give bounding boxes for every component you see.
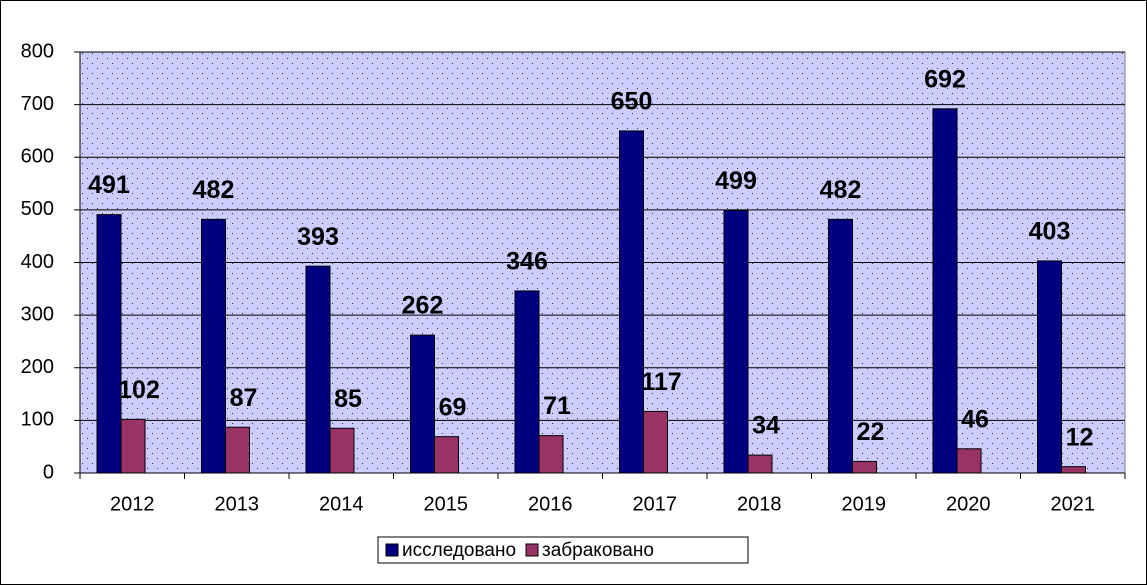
x-tick-label: 2019	[842, 493, 887, 515]
bar	[434, 436, 459, 474]
bar	[932, 108, 958, 474]
bar	[96, 214, 122, 474]
data-label: 393	[297, 223, 339, 251]
data-label: 403	[1029, 218, 1071, 246]
data-label: 34	[752, 412, 780, 440]
x-tick-label: 2021	[1051, 493, 1096, 515]
bar	[329, 427, 355, 474]
x-tick-label: 2015	[424, 493, 469, 515]
data-label: 491	[88, 171, 130, 199]
bar	[538, 435, 564, 474]
x-tick-label: 2012	[110, 493, 155, 515]
bar	[828, 218, 853, 474]
y-tick-label: 0	[43, 461, 54, 483]
y-tick-label: 200	[21, 356, 54, 378]
y-tick-label: 500	[21, 198, 54, 220]
data-label: 71	[543, 392, 571, 420]
data-label: 482	[193, 176, 235, 204]
legend-box	[377, 536, 749, 564]
bar	[747, 454, 773, 474]
y-tick-label: 400	[21, 251, 54, 273]
bar	[410, 334, 435, 474]
data-label: 102	[118, 376, 160, 404]
bar	[120, 418, 146, 474]
bar	[1037, 260, 1062, 474]
data-label: 69	[439, 393, 467, 421]
bar	[225, 426, 250, 474]
x-tick-label: 2017	[633, 493, 678, 515]
y-tick-label: 100	[21, 409, 54, 431]
legend-label: исследовано	[402, 540, 516, 561]
x-tick-label: 2020	[946, 493, 991, 515]
data-label: 650	[611, 88, 653, 116]
x-tick-label: 2018	[737, 493, 782, 515]
data-label: 85	[334, 385, 362, 413]
bar	[956, 448, 982, 474]
data-label: 482	[820, 176, 862, 204]
y-tick-label: 800	[21, 40, 54, 62]
x-tick-label: 2016	[528, 493, 573, 515]
x-tick-label: 2013	[215, 493, 260, 515]
bar	[619, 130, 644, 474]
legend-swatch	[525, 543, 539, 557]
y-tick-label: 600	[21, 146, 54, 168]
data-label: 346	[506, 248, 548, 276]
data-label: 117	[641, 368, 681, 396]
bar	[643, 410, 668, 474]
bar	[852, 460, 877, 474]
data-label: 12	[1066, 423, 1094, 451]
data-label: 46	[961, 405, 989, 433]
data-label: 499	[715, 167, 757, 195]
data-label: 692	[924, 65, 966, 93]
legend-swatch	[385, 543, 399, 557]
x-tick-label: 2014	[319, 493, 364, 515]
bar	[1061, 466, 1086, 474]
y-tick-label: 700	[21, 93, 54, 115]
legend-label: забраковано	[542, 540, 654, 561]
data-label: 262	[402, 292, 444, 320]
data-label: 87	[230, 384, 258, 412]
bar	[514, 290, 540, 474]
y-tick-label: 300	[21, 303, 54, 325]
bar	[201, 218, 226, 474]
bar	[305, 265, 331, 474]
bar	[723, 209, 749, 474]
data-label: 22	[857, 418, 885, 446]
